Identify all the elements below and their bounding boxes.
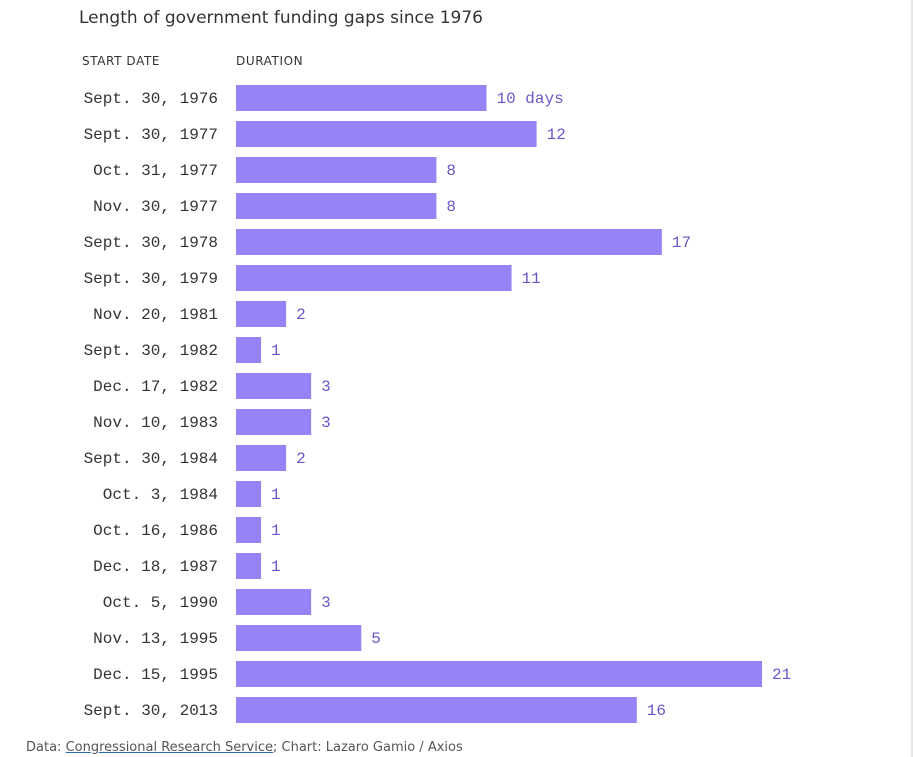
duration-bar — [236, 409, 312, 435]
start-date-label: Oct. 3, 1984 — [103, 486, 218, 504]
start-date-label: Sept. 30, 1977 — [84, 126, 218, 144]
duration-bar — [236, 121, 537, 147]
duration-value-label: 16 — [647, 702, 666, 720]
start-date-label: Sept. 30, 1976 — [84, 90, 218, 108]
start-date-label: Oct. 5, 1990 — [103, 594, 218, 612]
duration-bar — [236, 373, 312, 399]
start-date-label: Sept. 30, 1984 — [84, 450, 218, 468]
start-date-column-header: START DATE — [82, 54, 161, 68]
congressional-research-service-link[interactable]: Congressional Research Service — [65, 740, 274, 755]
duration-value-label: 10 days — [497, 90, 564, 108]
start-date-label: Sept. 30, 2013 — [84, 702, 218, 720]
start-date-label: Nov. 13, 1995 — [93, 630, 218, 648]
duration-value-label: 5 — [371, 630, 381, 648]
duration-bar — [236, 661, 763, 687]
duration-value-label: 3 — [321, 414, 331, 432]
duration-bar — [236, 265, 512, 291]
duration-value-label: 3 — [321, 594, 331, 612]
duration-bar — [236, 625, 362, 651]
duration-bar — [236, 553, 262, 579]
duration-bar — [236, 589, 312, 615]
footer-credit: ; Chart: Lazaro Gamio / Axios — [273, 740, 463, 755]
chart-title: Length of government funding gaps since … — [79, 8, 483, 28]
duration-value-label: 1 — [271, 342, 281, 360]
duration-value-label: 12 — [547, 126, 566, 144]
page-right-border — [911, 0, 913, 757]
duration-value-label: 2 — [296, 450, 306, 468]
start-date-label: Nov. 20, 1981 — [93, 306, 218, 324]
duration-bar — [236, 85, 487, 111]
start-date-label: Oct. 31, 1977 — [93, 162, 218, 180]
duration-column-header: DURATION — [236, 54, 304, 68]
start-date-label: Sept. 30, 1982 — [84, 342, 218, 360]
start-date-label: Dec. 17, 1982 — [93, 378, 218, 396]
start-date-label: Nov. 30, 1977 — [93, 198, 218, 216]
duration-value-label: 1 — [271, 522, 281, 540]
duration-bar — [236, 193, 437, 219]
duration-value-label: 8 — [446, 162, 456, 180]
duration-value-label: 3 — [321, 378, 331, 396]
footer-data-prefix: Data: — [26, 740, 66, 755]
duration-bar — [236, 517, 262, 543]
duration-value-label: 21 — [772, 666, 791, 684]
duration-value-label: 8 — [446, 198, 456, 216]
duration-bar — [236, 301, 287, 327]
chart-footer: Data: Congressional Research Service; Ch… — [26, 740, 463, 755]
duration-bar — [236, 697, 637, 723]
start-date-label: Oct. 16, 1986 — [93, 522, 218, 540]
duration-bar — [236, 229, 662, 255]
duration-bar — [236, 445, 287, 471]
duration-value-label: 1 — [271, 558, 281, 576]
duration-value-label: 11 — [522, 270, 541, 288]
start-date-label: Sept. 30, 1978 — [84, 234, 218, 252]
duration-bar — [236, 157, 437, 183]
duration-bar — [236, 337, 262, 363]
start-date-label: Nov. 10, 1983 — [93, 414, 218, 432]
start-date-label: Dec. 15, 1995 — [93, 666, 218, 684]
duration-value-label: 1 — [271, 486, 281, 504]
duration-bar — [236, 481, 262, 507]
start-date-label: Sept. 30, 1979 — [84, 270, 218, 288]
duration-value-label: 17 — [672, 234, 691, 252]
start-date-label: Dec. 18, 1987 — [93, 558, 218, 576]
duration-value-label: 2 — [296, 306, 306, 324]
